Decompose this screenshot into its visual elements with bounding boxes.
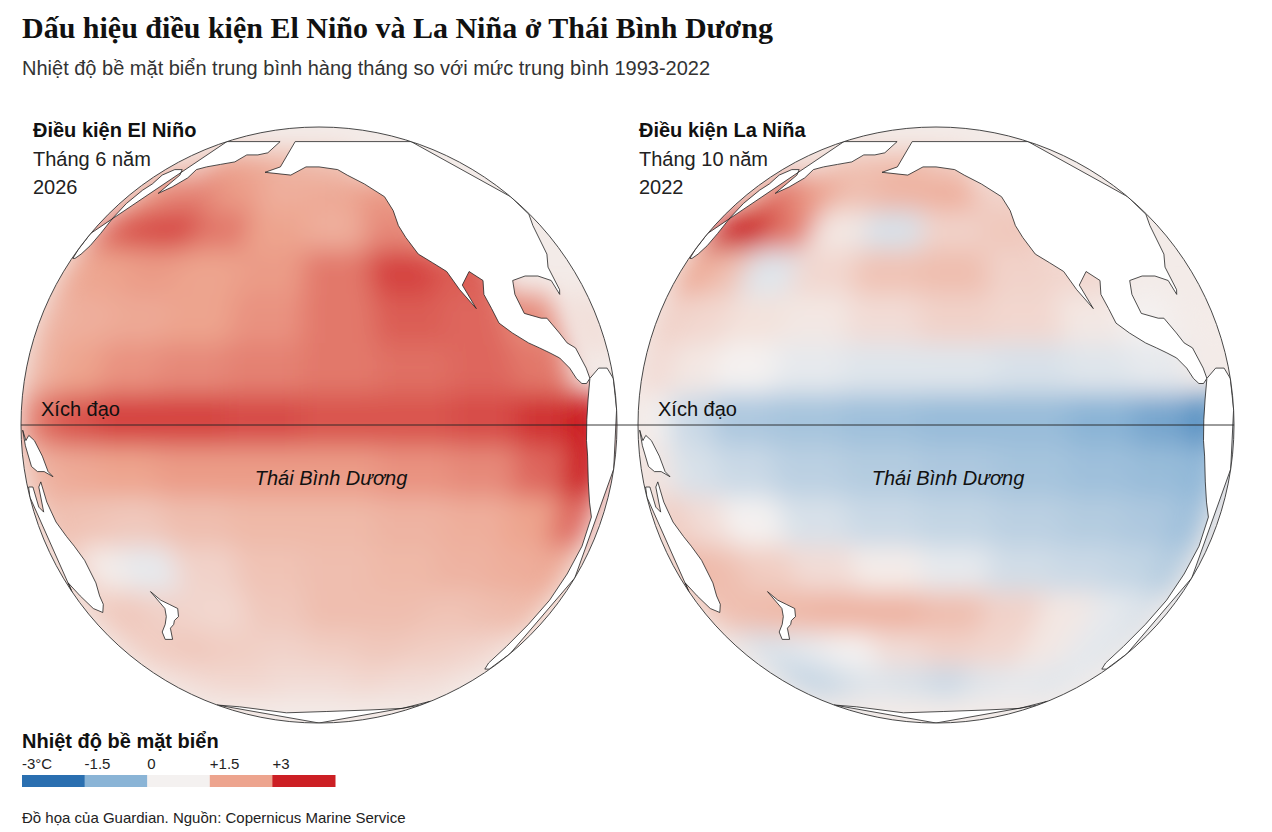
colorbar-tick-label: -3°C — [22, 755, 52, 772]
equator-label: Xích đạo — [658, 398, 737, 420]
ocean-label: Thái Bình Dương — [872, 467, 1025, 489]
panel-period: Tháng 10 năm — [639, 148, 768, 170]
coastline — [29, 482, 104, 613]
colorbar-tick-label: +1.5 — [210, 755, 240, 772]
panel-period: Tháng 6 năm — [33, 148, 151, 170]
colorbar-title: Nhiệt độ bề mặt biển — [22, 730, 219, 752]
coastline — [646, 482, 721, 613]
panel-period: 2026 — [33, 176, 78, 198]
equator-label: Xích đạo — [41, 398, 120, 420]
panel-period: 2022 — [639, 176, 684, 198]
coastline — [640, 430, 670, 477]
colorbar-tick-label: +3 — [272, 755, 289, 772]
colorbar-segment — [210, 775, 273, 787]
coastline — [23, 430, 53, 477]
sst-cell — [434, 666, 494, 697]
coastline — [882, 142, 1207, 384]
colorbar-segment — [22, 775, 85, 787]
colorbar-tick-label: 0 — [147, 755, 155, 772]
coastline — [151, 592, 179, 640]
subtitle: Nhiệt độ bề mặt biển trung bình hàng thá… — [22, 57, 710, 79]
sst-cell — [1037, 666, 1104, 697]
sst-cell — [880, 666, 932, 697]
ocean-label: Thái Bình Dương — [255, 467, 408, 489]
globe-outline — [638, 127, 1234, 723]
colorbar-tick — [209, 775, 210, 787]
figure: Dấu hiệu điều kiện El Niño và La Niña ở … — [0, 0, 1272, 832]
globe-outline — [21, 127, 617, 723]
panel-label: Điều kiện El Niño — [33, 119, 196, 141]
title: Dấu hiệu điều kiện El Niño và La Niña ở … — [22, 11, 773, 44]
coastline — [485, 368, 617, 669]
sst-cell — [868, 632, 932, 672]
colorbar-tick — [22, 775, 23, 787]
coastline — [265, 142, 590, 384]
sst-cell — [263, 666, 315, 697]
colorbar-segment — [85, 775, 148, 787]
panel-label: Điều kiện La Niña — [639, 119, 807, 141]
colorbar-tick-label: -1.5 — [85, 755, 111, 772]
sst-cell — [420, 666, 487, 697]
sst-cell — [1051, 666, 1111, 697]
land — [640, 142, 1234, 723]
source: Đồ họa của Guardian. Nguồn: Copernicus M… — [22, 809, 406, 826]
colorbar-segment — [272, 775, 335, 787]
equator-line — [21, 425, 1234, 426]
coastline — [768, 592, 796, 640]
colorbar-tick — [84, 775, 85, 787]
sst-cell — [251, 632, 315, 672]
colorbar-segment — [147, 775, 210, 787]
colorbar-tick — [272, 775, 273, 787]
colorbar-tick — [147, 775, 148, 787]
land — [23, 142, 617, 723]
coastline — [1102, 368, 1234, 669]
